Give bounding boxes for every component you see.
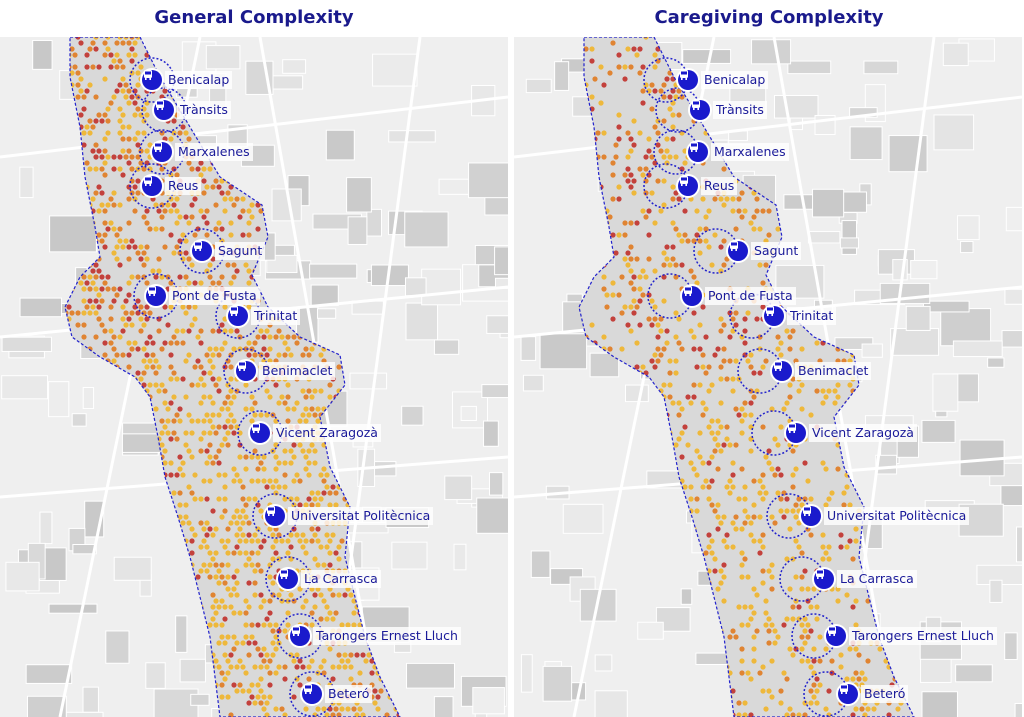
bus-icon [814, 569, 834, 589]
station-label: Vicent Zaragozà [273, 424, 381, 442]
station-marker[interactable]: Trinitat [764, 305, 837, 327]
corridor-outline [64, 37, 401, 717]
station-label: Reus [701, 177, 738, 195]
station-marker[interactable]: Universitat Politècnica [265, 505, 434, 527]
station-marker[interactable]: Beteró [302, 683, 373, 705]
bus-icon [728, 241, 748, 261]
station-marker[interactable]: Sagunt [192, 240, 266, 262]
station-marker[interactable]: Benicalap [142, 69, 233, 91]
station-marker[interactable]: Benimaclet [772, 360, 872, 382]
station-label: Universitat Politècnica [824, 507, 970, 525]
bus-icon [290, 626, 310, 646]
bus-icon [826, 626, 846, 646]
station-label: Pont de Fusta [169, 287, 260, 305]
station-label: Trànsits [713, 101, 767, 119]
station-label: Marxalenes [711, 143, 789, 161]
map-caregiving-complexity[interactable]: Benicalap Trànsits Marxalenes Reus Sagunt Pon… [514, 37, 1022, 717]
station-label: La Carrasca [837, 570, 917, 588]
panel-title-caregiving: Caregiving Complexity [654, 7, 884, 28]
map-general-complexity[interactable]: Benicalap Trànsits Marxalenes Reus Sagunt Pon… [0, 37, 508, 717]
station-label: Trinitat [787, 307, 837, 325]
station-marker[interactable]: Beteró [838, 683, 909, 705]
bus-icon [690, 100, 710, 120]
station-marker[interactable]: Reus [142, 175, 202, 197]
bus-icon [786, 423, 806, 443]
bus-icon [801, 506, 821, 526]
station-label: Reus [165, 177, 202, 195]
bus-icon [250, 423, 270, 443]
station-marker[interactable]: Trànsits [154, 99, 231, 121]
station-label: Benimaclet [795, 362, 872, 380]
bus-icon [688, 142, 708, 162]
station-marker[interactable]: Tarongers Ernest Lluch [290, 625, 461, 647]
bus-icon [192, 241, 212, 261]
bus-icon [838, 684, 858, 704]
station-marker[interactable]: Benimaclet [236, 360, 336, 382]
bus-icon [154, 100, 174, 120]
station-marker[interactable]: Vicent Zaragozà [786, 422, 917, 444]
station-marker[interactable]: Trinitat [228, 305, 301, 327]
station-label: Benimaclet [259, 362, 336, 380]
bus-icon [678, 176, 698, 196]
station-marker[interactable]: La Carrasca [814, 568, 917, 590]
station-label: Trànsits [177, 101, 231, 119]
station-label: Tarongers Ernest Lluch [849, 627, 997, 645]
station-marker[interactable]: Marxalenes [152, 141, 253, 163]
station-marker[interactable]: Trànsits [690, 99, 767, 121]
station-label: Sagunt [751, 242, 802, 260]
station-marker[interactable]: La Carrasca [278, 568, 381, 590]
station-marker[interactable]: Vicent Zaragozà [250, 422, 381, 444]
station-label: Sagunt [215, 242, 266, 260]
station-label: Beteró [325, 685, 373, 703]
station-marker[interactable]: Universitat Politècnica [801, 505, 970, 527]
bus-icon [678, 70, 698, 90]
station-marker[interactable]: Pont de Fusta [146, 285, 260, 307]
station-label: Tarongers Ernest Lluch [313, 627, 461, 645]
map-canvas [514, 37, 1022, 717]
bus-icon [302, 684, 322, 704]
bus-icon [142, 176, 162, 196]
station-marker[interactable]: Benicalap [678, 69, 769, 91]
station-marker[interactable]: Tarongers Ernest Lluch [826, 625, 997, 647]
station-label: Benicalap [165, 71, 233, 89]
bus-icon [772, 361, 792, 381]
station-marker[interactable]: Pont de Fusta [682, 285, 796, 307]
bus-icon [146, 286, 166, 306]
station-label: Benicalap [701, 71, 769, 89]
bus-icon [682, 286, 702, 306]
bus-icon [278, 569, 298, 589]
bus-icon [142, 70, 162, 90]
station-label: Universitat Politècnica [288, 507, 434, 525]
station-marker[interactable]: Marxalenes [688, 141, 789, 163]
bus-icon [764, 306, 784, 326]
panel-title-general: General Complexity [154, 7, 354, 28]
bus-icon [228, 306, 248, 326]
bus-icon [152, 142, 172, 162]
station-label: Pont de Fusta [705, 287, 796, 305]
corridor-outline [578, 37, 915, 717]
bus-icon [236, 361, 256, 381]
bus-icon [265, 506, 285, 526]
station-marker[interactable]: Sagunt [728, 240, 802, 262]
station-label: Trinitat [251, 307, 301, 325]
station-label: La Carrasca [301, 570, 381, 588]
station-marker[interactable]: Reus [678, 175, 738, 197]
station-label: Vicent Zaragozà [809, 424, 917, 442]
station-label: Beteró [861, 685, 909, 703]
station-label: Marxalenes [175, 143, 253, 161]
